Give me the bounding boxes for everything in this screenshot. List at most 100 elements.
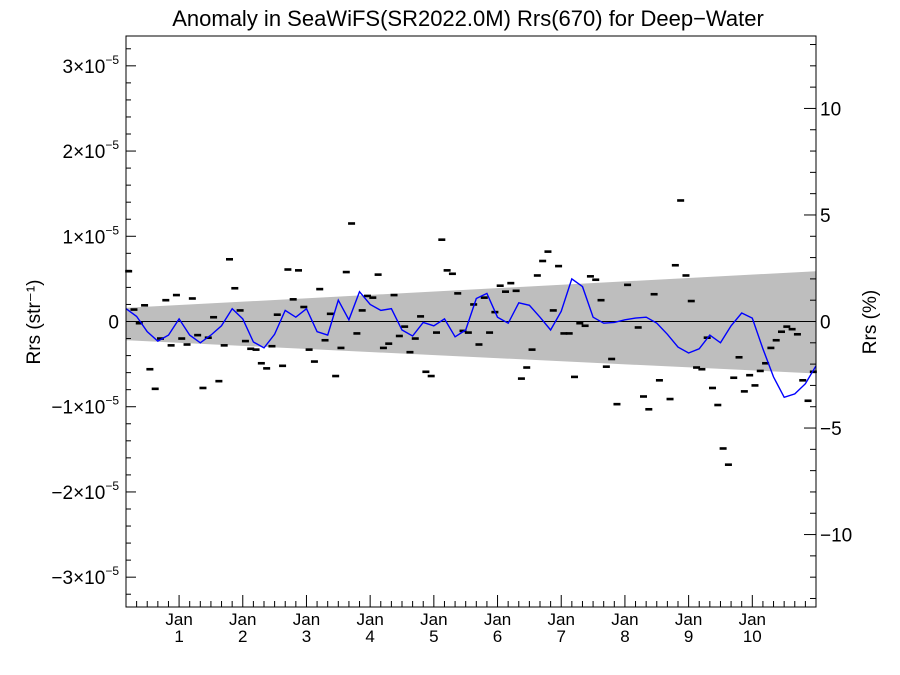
data-point <box>804 399 812 403</box>
data-point <box>364 294 371 298</box>
data-point <box>369 296 377 299</box>
data-point <box>735 355 743 359</box>
data-point <box>517 377 525 380</box>
data-point <box>464 331 472 334</box>
data-point <box>539 259 547 263</box>
x-tick-year: 3 <box>302 627 311 646</box>
y2-tick-label: 10 <box>820 99 841 120</box>
data-point <box>682 274 690 277</box>
x-tick-month: Jan <box>739 610 766 629</box>
data-point <box>199 386 207 390</box>
y-tick-label: −1×10−5 <box>51 394 119 419</box>
data-point <box>586 275 594 278</box>
data-point <box>592 278 600 282</box>
y2-tick-label: −5 <box>820 419 842 440</box>
data-point <box>395 334 403 338</box>
data-point <box>698 367 706 371</box>
x-tick-month: Jan <box>356 610 383 629</box>
data-point <box>751 384 759 387</box>
data-point <box>146 367 154 371</box>
data-point <box>305 348 313 351</box>
data-point <box>141 304 149 307</box>
data-point <box>480 296 488 299</box>
data-point <box>295 269 302 272</box>
x-tick-year: 9 <box>684 627 693 646</box>
data-point <box>475 343 483 346</box>
x-tick-month: Jan <box>293 610 320 629</box>
data-point <box>422 370 430 374</box>
data-point <box>390 293 398 297</box>
data-point <box>188 297 196 300</box>
x-tick-month: Jan <box>420 610 447 629</box>
data-point <box>321 338 329 342</box>
data-point <box>602 365 610 368</box>
data-point <box>762 361 770 365</box>
data-point <box>767 346 775 350</box>
data-point <box>507 281 515 285</box>
data-point <box>597 298 605 302</box>
data-point <box>693 366 701 369</box>
data-point <box>809 370 817 374</box>
x-axis: Jan1Jan2Jan3Jan4Jan5Jan6Jan7Jan8Jan9Jan1… <box>136 595 806 646</box>
data-point <box>151 387 159 391</box>
x-tick-year: 1 <box>174 627 183 646</box>
data-point <box>157 337 164 340</box>
data-point <box>677 199 685 202</box>
anomaly-line <box>125 277 817 399</box>
data-point <box>746 373 754 377</box>
anomaly-line-layer <box>125 277 817 399</box>
data-point <box>247 347 255 351</box>
data-point <box>358 309 366 312</box>
y2-axis: 10 5 0 −5 −10 <box>804 44 852 599</box>
uncertainty-band <box>126 271 816 374</box>
data-point <box>719 447 727 450</box>
data-point <box>730 376 738 380</box>
data-point <box>549 309 557 312</box>
data-point <box>401 325 409 328</box>
data-point <box>279 364 287 368</box>
data-point <box>332 374 340 378</box>
data-point <box>565 332 573 335</box>
data-point <box>411 337 419 340</box>
data-point <box>650 292 658 296</box>
y-tick-label: −3×10−5 <box>51 564 119 589</box>
data-point <box>740 390 748 393</box>
data-point <box>645 407 653 411</box>
y2-tick-label: 0 <box>820 313 831 334</box>
data-point <box>353 332 361 335</box>
data-point <box>135 321 143 325</box>
data-point <box>799 379 807 382</box>
x-tick-month: Jan <box>675 610 702 629</box>
data-point <box>666 397 674 401</box>
data-point <box>533 274 541 277</box>
data-point <box>459 329 467 333</box>
data-point <box>523 366 531 369</box>
data-point <box>793 332 801 336</box>
x-tick-month: Jan <box>229 610 256 629</box>
data-point <box>576 321 584 325</box>
data-point <box>316 287 324 291</box>
data-point <box>528 348 536 351</box>
x-tick-year: 10 <box>743 627 762 646</box>
x-tick-month: Jan <box>165 610 192 629</box>
data-point <box>231 286 239 290</box>
x-tick-month: Jan <box>548 610 575 629</box>
x-tick-year: 7 <box>556 627 565 646</box>
x-tick-year: 2 <box>238 627 247 646</box>
data-point <box>348 222 356 225</box>
data-point <box>172 293 180 297</box>
data-point <box>162 298 170 302</box>
data-point <box>709 386 716 390</box>
data-point <box>486 331 494 334</box>
data-point <box>581 324 589 328</box>
data-point <box>544 250 552 253</box>
x-tick-month: Jan <box>611 610 638 629</box>
data-point <box>385 342 393 345</box>
data-point <box>427 374 435 378</box>
x-tick-year: 5 <box>429 627 438 646</box>
data-point <box>252 348 260 351</box>
data-point <box>640 395 647 398</box>
data-point <box>778 330 785 334</box>
y-tick-label: 2×10−5 <box>63 138 120 163</box>
